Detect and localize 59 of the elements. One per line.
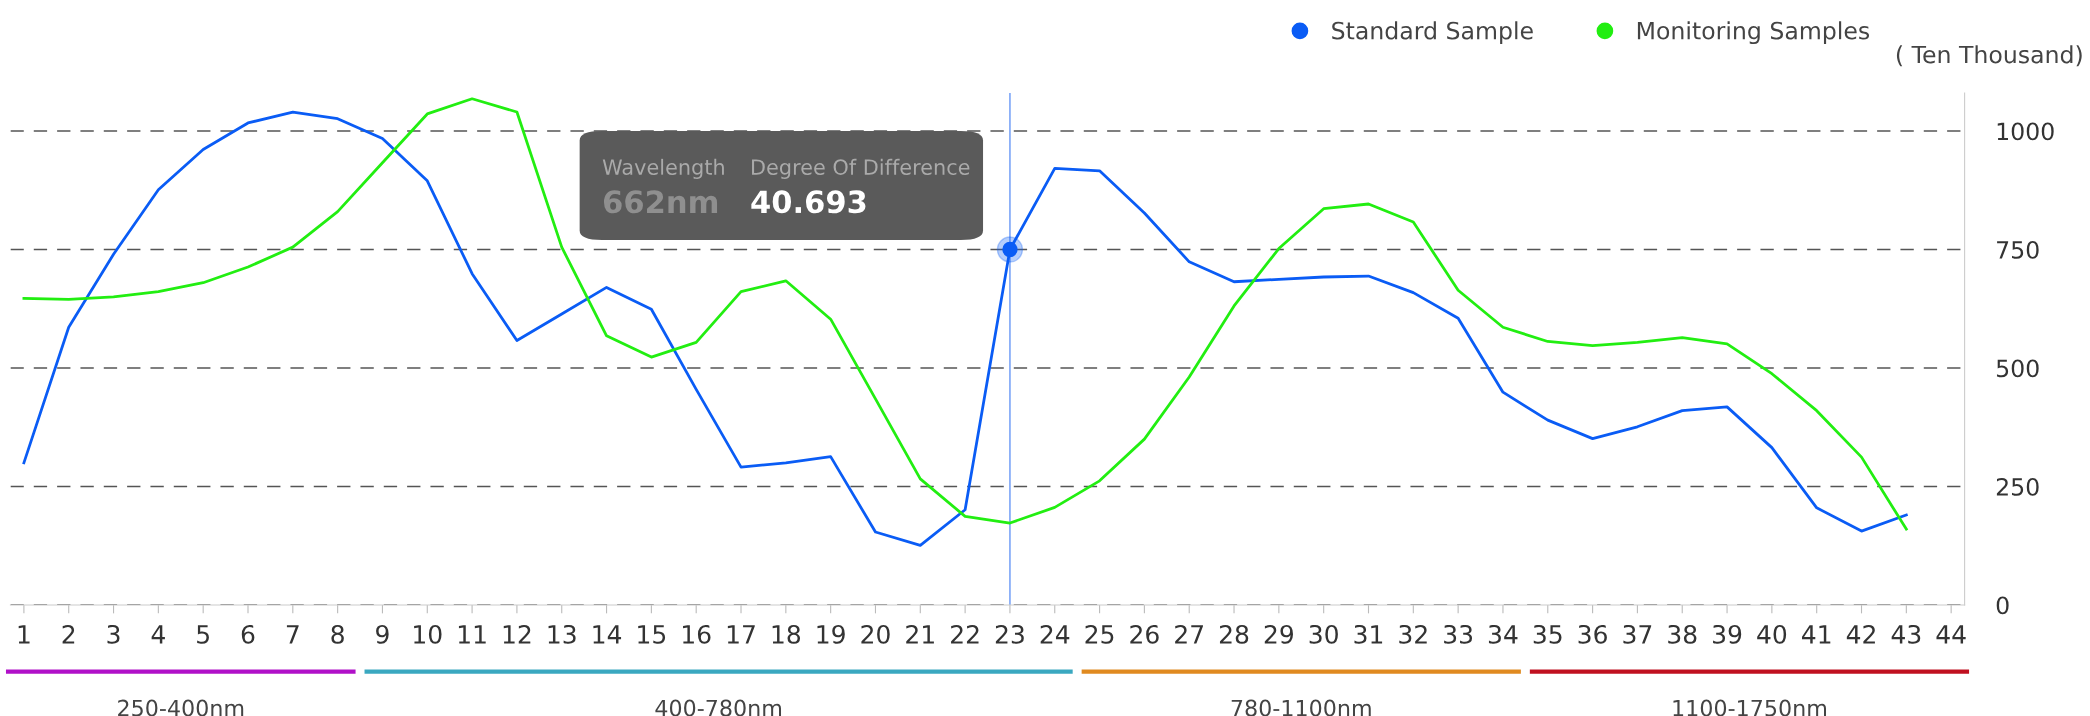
y-tick-label: 500 bbox=[1996, 359, 2039, 378]
x-tick-label: 41 bbox=[1802, 625, 1831, 644]
x-tick-label: 31 bbox=[1354, 624, 1383, 644]
x-tick-label: 19 bbox=[817, 624, 845, 644]
x-tick-label: 22 bbox=[951, 624, 979, 644]
x-tick-label: 42 bbox=[1846, 624, 1875, 644]
x-tick-label: 24 bbox=[1040, 624, 1070, 644]
text: 1100-1750nm bbox=[1673, 699, 1827, 716]
x-tick-label: 26 bbox=[1130, 624, 1159, 644]
x-tick-label: 9 bbox=[376, 624, 389, 644]
x-tick-label: 16 bbox=[683, 624, 711, 644]
x-tick-label: 18 bbox=[772, 624, 801, 644]
y-tick-label: 250 bbox=[1996, 477, 2039, 496]
x-tick-label: 44 bbox=[1936, 625, 1966, 644]
legend-label: Standard Sample bbox=[1332, 21, 1533, 45]
x-tick-label: 11 bbox=[458, 625, 486, 644]
y-axis-title: ( Ten Thousand) bbox=[1896, 45, 2082, 67]
y-tick-label: 1000 bbox=[1997, 122, 2054, 141]
x-tick-label: 40 bbox=[1757, 624, 1787, 644]
text: 400-780nm bbox=[655, 699, 782, 716]
x-tick-label: 3 bbox=[107, 624, 120, 644]
x-tick-label: 15 bbox=[638, 625, 666, 644]
x-tick-label: 2 bbox=[62, 624, 75, 644]
x-tick-label: 12 bbox=[503, 624, 531, 644]
x-tick-label: 28 bbox=[1219, 624, 1249, 644]
annotation: 40.693 bbox=[751, 190, 866, 214]
x-tick-label: 25 bbox=[1085, 624, 1114, 644]
x-tick-label: 13 bbox=[548, 624, 576, 644]
x-tick-label: 35 bbox=[1533, 624, 1562, 644]
x-tick-label: 34 bbox=[1488, 624, 1518, 644]
legend-label: Monitoring Samples bbox=[1637, 21, 1870, 45]
text: 250-400nm bbox=[118, 699, 244, 716]
x-tick-label: 32 bbox=[1399, 624, 1427, 644]
x-tick-label: 20 bbox=[861, 624, 890, 644]
x-tick-label: 4 bbox=[151, 625, 165, 644]
x-tick-label: 29 bbox=[1264, 624, 1293, 644]
x-tick-label: 8 bbox=[331, 624, 344, 644]
text: 780-1100nm bbox=[1231, 699, 1371, 716]
x-tick-label: 6 bbox=[241, 624, 255, 644]
x-tick-label: 39 bbox=[1713, 624, 1742, 644]
annotation: Degree Of Difference bbox=[752, 158, 970, 179]
x-tick-label: 37 bbox=[1623, 624, 1652, 644]
x-tick-label: 30 bbox=[1309, 624, 1338, 644]
x-tick-label: 21 bbox=[906, 624, 934, 644]
x-tick-label: 7 bbox=[286, 625, 299, 644]
annotation: Wavelength bbox=[602, 158, 724, 179]
x-tick-label: 27 bbox=[1175, 624, 1203, 644]
x-tick-label: 43 bbox=[1891, 624, 1921, 644]
x-tick-label: 14 bbox=[593, 625, 622, 644]
x-tick-label: 38 bbox=[1668, 624, 1697, 644]
x-tick-label: 33 bbox=[1444, 624, 1473, 644]
x-tick-label: 17 bbox=[727, 625, 755, 644]
x-tick-label: 36 bbox=[1578, 624, 1607, 644]
x-tick-label: 5 bbox=[197, 625, 209, 644]
x-tick-label: 1 bbox=[18, 625, 30, 644]
y-tick-label: 750 bbox=[1997, 240, 2039, 259]
y-tick-label: 0 bbox=[1996, 596, 2009, 615]
x-tick-label: 23 bbox=[995, 624, 1024, 644]
x-tick-label: 10 bbox=[414, 624, 442, 644]
